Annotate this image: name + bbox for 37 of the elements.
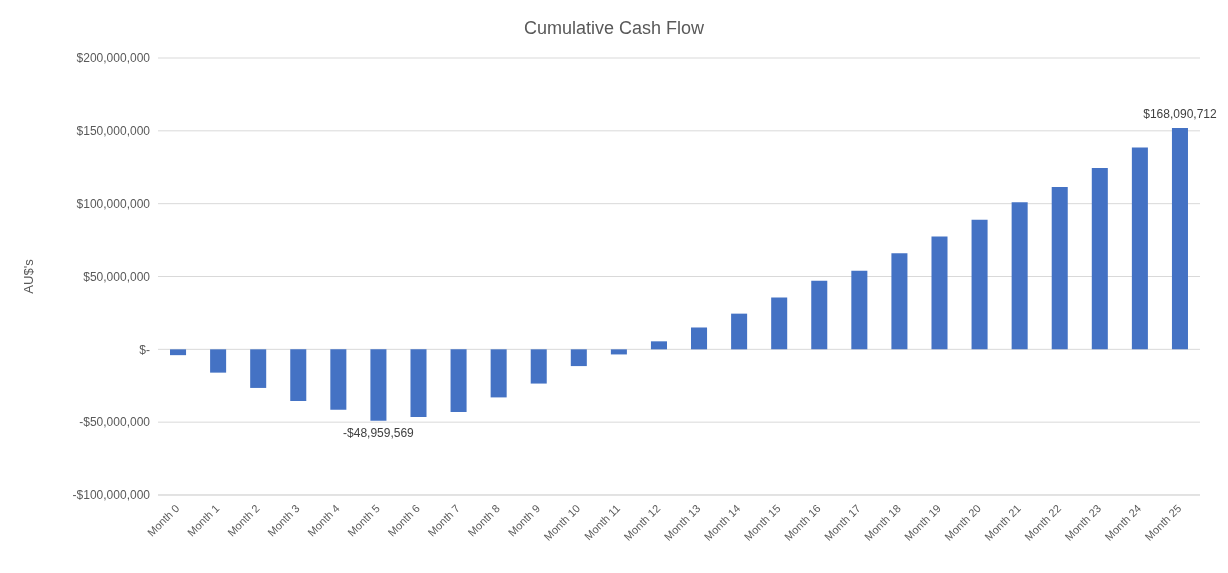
bar [811,280,828,350]
data-label: -$48,959,569 [343,426,415,441]
annotation: $168,090,712 [1143,106,1217,121]
bar [370,349,387,421]
bar [891,253,908,350]
y-tick-label: $100,000,000 [76,196,151,211]
y-axis-title: AU$'s [20,258,36,294]
bar [771,297,788,350]
bar [1091,167,1108,350]
bar [731,313,748,350]
y-tick-label: $- [139,342,150,357]
y-tick-label: -$50,000,000 [79,415,151,430]
bar [530,349,547,384]
bar [931,236,948,350]
bar [610,349,627,355]
bar [650,341,667,350]
bar [851,270,868,350]
bar [1051,186,1068,350]
bar [1011,202,1028,350]
bar [490,349,507,398]
y-tick-label: $200,000,000 [76,51,151,66]
bar [170,349,187,356]
bar [1131,147,1148,350]
y-tick-label: -$100,000,000 [72,488,151,503]
bar [691,327,708,350]
bar [250,349,267,388]
chart-title: Cumulative Cash Flow [522,17,706,40]
bar [410,349,427,418]
bar [330,349,347,410]
y-tick-label: $50,000,000 [83,269,151,284]
bar [570,349,587,367]
bar [450,349,467,412]
y-tick-label: $150,000,000 [76,124,151,139]
bar [971,219,988,350]
bar [210,349,227,373]
bar [1171,127,1188,350]
bar [290,349,307,402]
